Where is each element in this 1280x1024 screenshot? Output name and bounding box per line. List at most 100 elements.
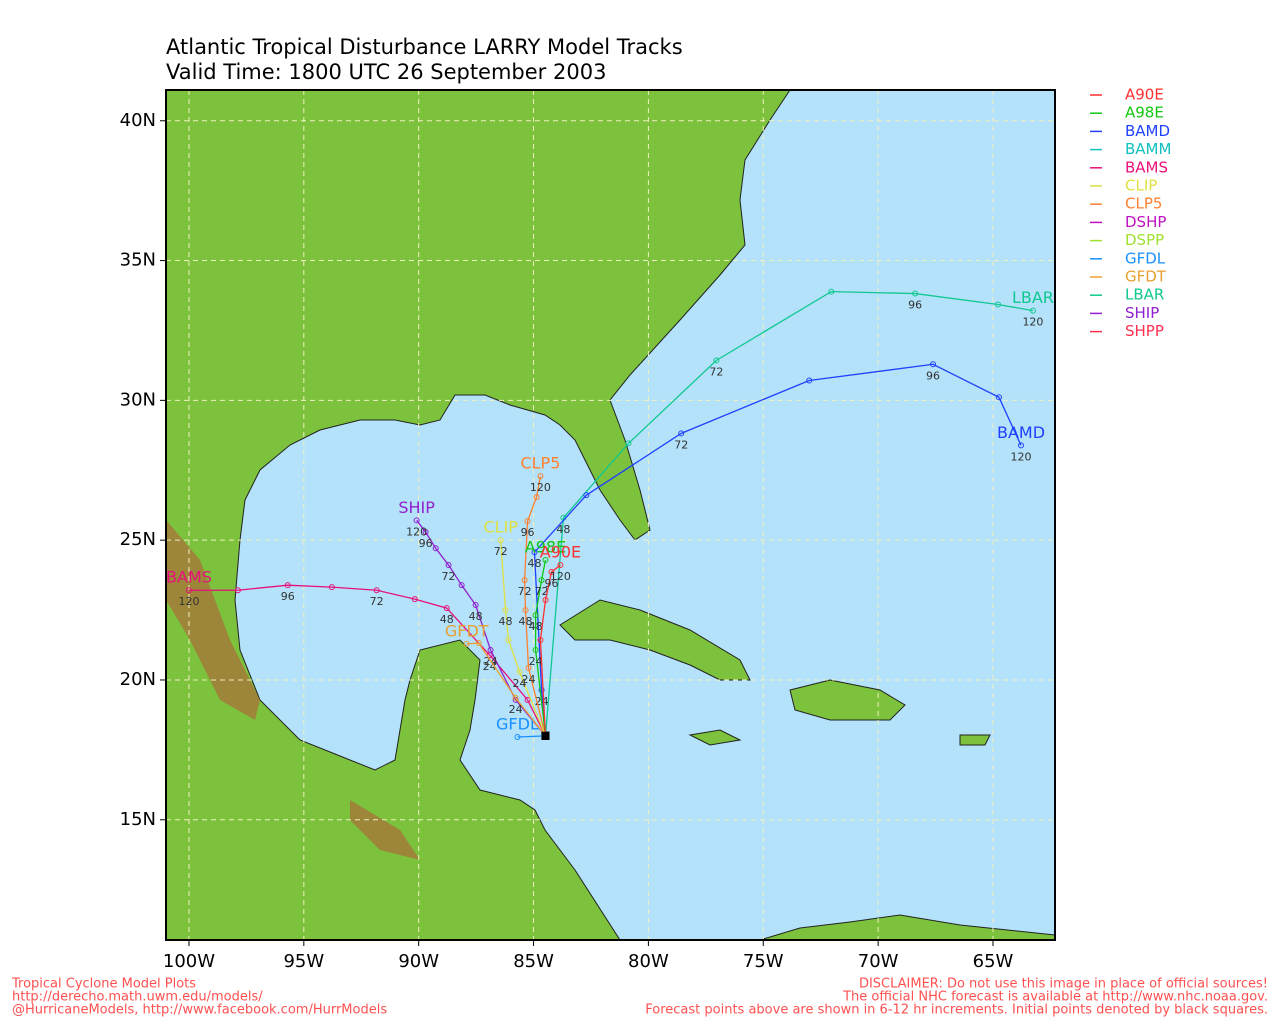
forecast-hour: 120: [1011, 450, 1032, 463]
forecast-hour: 120: [1022, 316, 1043, 329]
footer-text: Forecast points above are shown in 6-12 …: [645, 1003, 1268, 1018]
track-point: [411, 596, 418, 603]
forecast-hour: 24: [509, 703, 523, 716]
track-point: [475, 640, 482, 647]
track-point: [678, 430, 685, 437]
track-point: [625, 440, 632, 447]
track-label: BAMD: [997, 423, 1045, 442]
track-point: [583, 492, 590, 499]
track-line: [534, 559, 547, 736]
x-tick-label: 65W: [973, 951, 1014, 972]
track-point: [537, 636, 544, 643]
track-point: [185, 587, 192, 594]
track-point: [538, 577, 545, 584]
forecast-hour: 120: [178, 595, 199, 608]
forecast-hour: 48: [499, 615, 513, 628]
forecast-hour: 96: [521, 526, 535, 539]
forecast-hour: 48: [556, 523, 570, 536]
y-tick-label: 15N: [120, 809, 156, 830]
track-point: [422, 529, 429, 536]
track-label: GFDL: [496, 715, 539, 734]
forecast-hour: 72: [518, 585, 532, 598]
track-point: [445, 562, 452, 569]
y-tick-label: 25N: [120, 529, 156, 550]
legend-label: A98E: [1125, 104, 1164, 122]
forecast-hour: 96: [419, 537, 433, 550]
legend-label: DSPP: [1125, 231, 1164, 249]
track-point: [538, 687, 545, 694]
legend-label: SHPP: [1125, 322, 1164, 340]
legend-label: A90E: [1125, 86, 1164, 104]
track-line: [544, 290, 1034, 736]
track-point: [531, 549, 538, 556]
forecast-hour: 72: [535, 585, 549, 598]
track-point: [463, 640, 470, 647]
legend-label: BAMS: [1125, 158, 1168, 176]
track-point: [505, 636, 512, 643]
track-label: A98E: [525, 538, 566, 557]
forecast-hour: 24: [483, 660, 497, 673]
track-point: [542, 557, 549, 564]
legend-label: GFDL: [1125, 249, 1166, 267]
track-point: [930, 361, 937, 368]
initial-point: [541, 731, 550, 740]
track-point: [532, 647, 539, 654]
track-label: GFDT: [445, 621, 489, 640]
forecast-hour: 96: [908, 299, 922, 312]
track-point: [713, 357, 720, 364]
track-point: [806, 377, 813, 384]
track-point: [512, 694, 519, 701]
forecast-hour: 96: [544, 577, 558, 590]
track-label: BAMS: [166, 568, 212, 587]
track-point: [524, 518, 531, 525]
y-tick-label: 20N: [120, 669, 156, 690]
track-point: [497, 537, 504, 544]
track-point: [514, 734, 521, 741]
forecast-hour: 72: [370, 595, 384, 608]
track-point: [328, 584, 335, 591]
y-tick-label: 30N: [120, 389, 156, 410]
forecast-hour: 120: [530, 481, 551, 494]
track-point: [432, 545, 439, 552]
track-point: [234, 587, 241, 594]
legend-label: GFDT: [1125, 268, 1167, 286]
track-point: [557, 562, 564, 569]
track-point: [525, 664, 532, 671]
y-tick-label: 35N: [120, 250, 156, 271]
forecast-hour: 24: [513, 677, 527, 690]
forecast-hour: 48: [527, 557, 541, 570]
track-point: [1029, 307, 1036, 314]
track-point: [532, 612, 539, 619]
track-label: A90E: [540, 543, 581, 562]
track-point: [502, 607, 509, 614]
frame: [165, 89, 1056, 941]
land: [166, 90, 1055, 940]
forecast-hour: 96: [926, 369, 940, 382]
track-point: [373, 587, 380, 594]
track-label: LBAR: [1012, 288, 1054, 307]
track-line: [500, 540, 547, 737]
footer-text: Tropical Cyclone Model Plots: [11, 977, 196, 992]
x-tick-label: 70W: [858, 951, 899, 972]
track-point: [548, 569, 555, 576]
track-point: [912, 290, 919, 297]
forecast-hour: 96: [281, 590, 295, 603]
x-tick-label: 100W: [163, 951, 215, 972]
x-tick-label: 80W: [628, 951, 669, 972]
track-point: [284, 582, 291, 589]
forecast-hour: 48: [529, 620, 543, 633]
track-point: [533, 494, 540, 501]
track-label: CLIP: [483, 518, 518, 537]
track-line: [523, 476, 547, 737]
subtitle: Valid Time: 1800 UTC 26 September 2003: [166, 60, 606, 84]
track-point: [472, 602, 479, 609]
track-point: [516, 668, 523, 675]
track-point: [995, 394, 1002, 401]
track-line: [517, 735, 546, 738]
legend-label: CLIP: [1125, 177, 1157, 195]
legend-label: BAMD: [1125, 122, 1170, 140]
track-point: [458, 582, 465, 589]
track-label: SHIP: [398, 498, 435, 517]
track-point: [443, 605, 450, 612]
footer-text: The official NHC forecast is available a…: [842, 990, 1268, 1005]
